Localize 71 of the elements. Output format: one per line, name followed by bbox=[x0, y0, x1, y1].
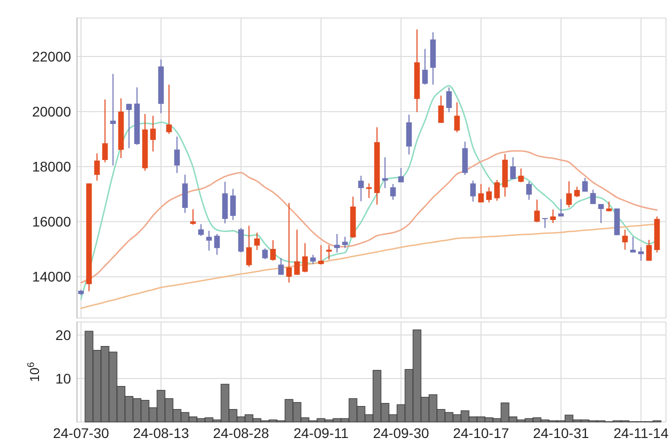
candlestick bbox=[542, 218, 548, 228]
x-tick-label: 24-11-14 bbox=[613, 425, 669, 441]
candlestick bbox=[598, 204, 604, 224]
candlestick bbox=[582, 177, 588, 192]
candlestick bbox=[230, 188, 236, 221]
candlestick bbox=[438, 95, 444, 124]
candlestick bbox=[526, 181, 532, 200]
candlestick bbox=[342, 236, 348, 249]
candlestick bbox=[174, 136, 180, 174]
candlestick bbox=[278, 258, 284, 276]
candlestick bbox=[366, 182, 372, 198]
candlestick bbox=[294, 229, 300, 276]
candlestick bbox=[238, 228, 244, 253]
candlestick bbox=[126, 103, 132, 149]
y-tick-label: 20 bbox=[55, 326, 72, 343]
candlestick bbox=[534, 199, 540, 223]
candlestick bbox=[382, 156, 388, 189]
candlestick bbox=[166, 84, 172, 134]
candlestick bbox=[198, 224, 204, 236]
y-tick-label: 10 bbox=[55, 370, 72, 386]
candlestick bbox=[550, 209, 556, 224]
x-tick-label: 24-07-30 bbox=[52, 425, 110, 441]
candlestick bbox=[262, 248, 268, 260]
x-tick-label: 24-10-31 bbox=[532, 425, 590, 441]
line-series bbox=[80, 150, 658, 284]
candlestick bbox=[630, 236, 636, 253]
candlestick bbox=[254, 232, 260, 251]
candlestick bbox=[94, 152, 100, 182]
candlestick bbox=[646, 239, 652, 262]
candlestick bbox=[510, 156, 516, 180]
candlestick bbox=[102, 98, 108, 163]
candlestick bbox=[638, 246, 644, 262]
candlestick bbox=[478, 183, 484, 203]
x-tick-label: 24-09-11 bbox=[293, 425, 349, 441]
candlestick bbox=[270, 240, 276, 262]
candlestick bbox=[110, 73, 116, 166]
candlestick bbox=[246, 225, 252, 268]
y-tick-label: 20000 bbox=[32, 103, 72, 120]
candlestick bbox=[558, 198, 564, 217]
candlestick bbox=[518, 168, 524, 183]
candlestick bbox=[486, 186, 492, 203]
y-tick-label: 16000 bbox=[32, 214, 72, 230]
candlestick bbox=[318, 244, 324, 266]
candlestick bbox=[470, 180, 476, 202]
y-tick-label: 22000 bbox=[32, 48, 72, 64]
candlestick bbox=[334, 234, 340, 253]
candlestick bbox=[190, 208, 196, 226]
x-tick-label: 24-08-13 bbox=[132, 425, 190, 441]
candlestick bbox=[622, 229, 628, 250]
x-tick-label: 24-10-17 bbox=[452, 425, 510, 441]
x-tick-label: 24-09-30 bbox=[372, 425, 430, 441]
candlestick bbox=[422, 48, 428, 86]
y-tick-label: 14000 bbox=[32, 268, 72, 285]
y-tick-label: 18000 bbox=[32, 158, 72, 175]
candlestick bbox=[358, 175, 364, 202]
candlestick bbox=[286, 202, 292, 283]
x-tick-label: 24-08-28 bbox=[212, 425, 270, 441]
candlestick bbox=[446, 86, 452, 113]
candlestick bbox=[206, 230, 212, 252]
candlestick bbox=[398, 168, 404, 183]
candlestick bbox=[310, 254, 316, 265]
candlestick bbox=[326, 244, 332, 260]
candlestick bbox=[302, 242, 308, 273]
candlestick bbox=[150, 115, 156, 152]
candlestick bbox=[566, 180, 572, 208]
candlestick bbox=[454, 102, 460, 133]
candlestick bbox=[214, 234, 220, 256]
candlestick bbox=[390, 183, 396, 200]
candlestick bbox=[590, 189, 596, 205]
candlestick bbox=[494, 179, 500, 202]
candlestick bbox=[574, 186, 580, 198]
